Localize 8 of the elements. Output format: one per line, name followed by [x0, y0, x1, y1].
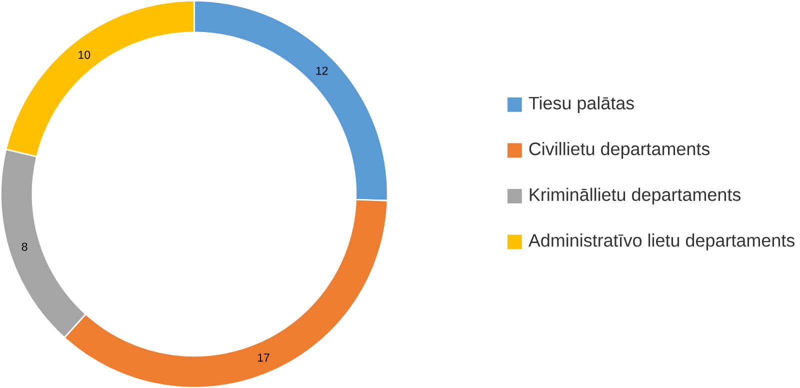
data-label: 8 [22, 242, 28, 251]
legend-label: Civillietu departaments [529, 142, 710, 159]
legend-label: Tiesu palātas [528, 96, 634, 113]
legend-label: Krimināllietu departaments [530, 188, 741, 204]
data-label: 10 [78, 50, 90, 59]
legend-label: Administratīvo lietu departaments [528, 233, 795, 250]
data-label: 12 [316, 66, 328, 75]
data-label: 17 [258, 354, 270, 362]
